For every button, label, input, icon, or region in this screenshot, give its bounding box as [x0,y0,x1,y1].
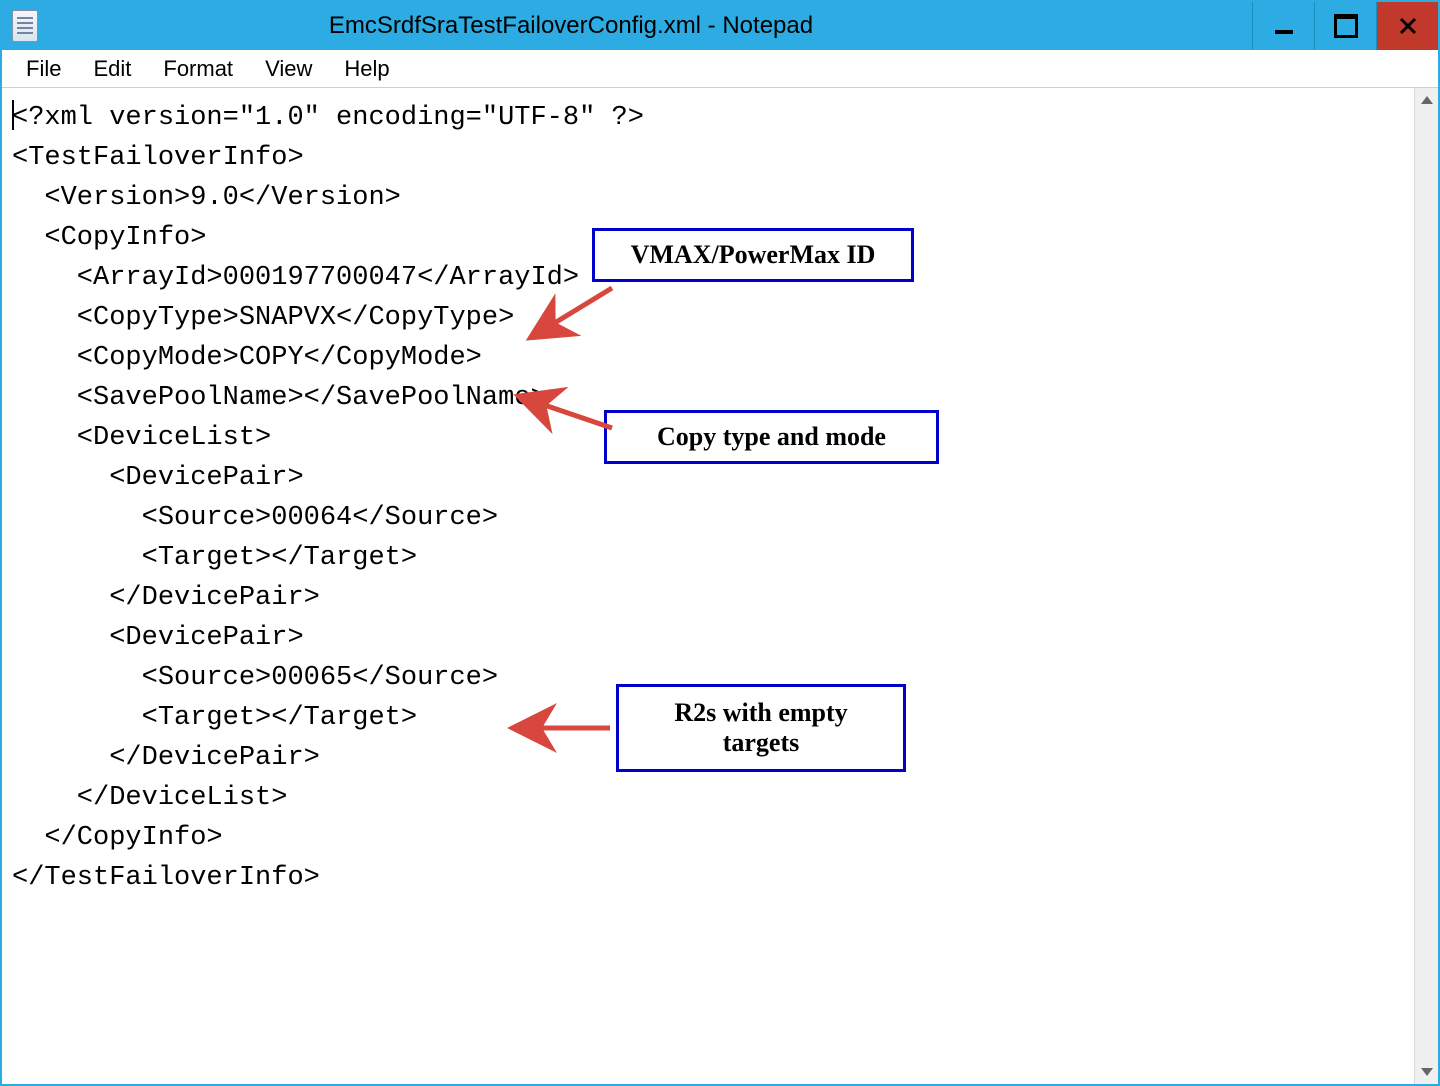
menu-help[interactable]: Help [328,52,405,86]
menu-view[interactable]: View [249,52,328,86]
vertical-scrollbar[interactable] [1414,88,1438,1084]
annotation-arrow-0 [520,278,622,348]
menu-file[interactable]: File [10,52,77,86]
window-title: EmcSrdfSraTestFailoverConfig.xml - Notep… [50,12,1252,40]
notepad-app-icon [12,10,38,42]
annotation-arrow-1 [508,386,622,438]
callout-copy: Copy type and mode [604,410,939,464]
content-area: <?xml version="1.0" encoding="UTF-8" ?> … [2,88,1438,1084]
menu-edit[interactable]: Edit [77,52,147,86]
window-controls [1252,2,1438,50]
scroll-down-icon[interactable] [1421,1068,1433,1076]
scroll-up-icon[interactable] [1421,96,1433,104]
menu-format[interactable]: Format [147,52,249,86]
text-cursor [12,100,14,130]
maximize-button[interactable] [1314,2,1376,50]
close-button[interactable] [1376,2,1438,50]
notepad-window: EmcSrdfSraTestFailoverConfig.xml - Notep… [0,0,1440,1086]
annotation-arrow-2 [502,718,620,738]
titlebar[interactable]: EmcSrdfSraTestFailoverConfig.xml - Notep… [2,2,1438,50]
menubar: File Edit Format View Help [2,50,1438,88]
minimize-button[interactable] [1252,2,1314,50]
callout-vmax: VMAX/PowerMax ID [592,228,914,282]
callout-r2: R2s with empty targets [616,684,906,772]
